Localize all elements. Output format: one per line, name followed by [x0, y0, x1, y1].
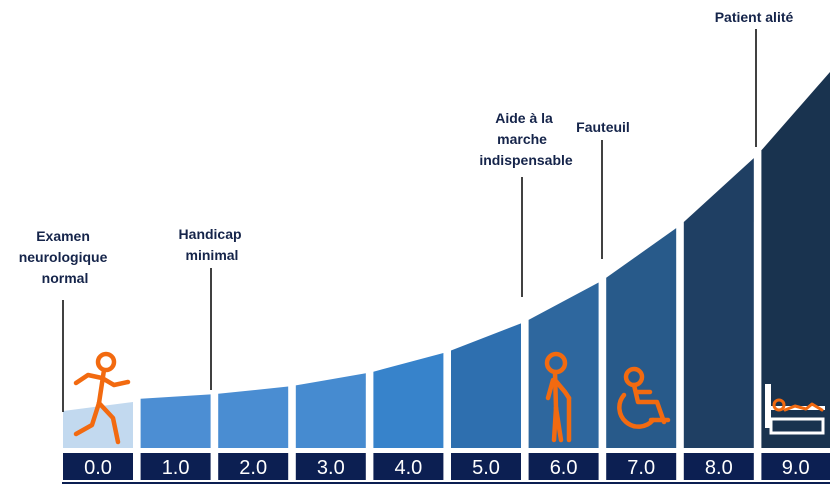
scale-number-box-1: [140, 453, 211, 480]
scale-number-8: 8.0: [705, 457, 733, 479]
annotation-aide: Aide à la marche indispensable: [479, 110, 573, 168]
scale-number-3: 3.0: [317, 457, 345, 479]
annotation-handicap: Handicap minimal: [179, 226, 246, 263]
annotation-examen: Examen neurologique normal: [19, 228, 112, 286]
scale-bars: [63, 72, 830, 448]
scale-number-box-6: [528, 453, 599, 480]
scale-number-5: 5.0: [472, 457, 500, 479]
scale-bar-3: [295, 373, 366, 448]
scale-bar-9: [761, 72, 830, 448]
scale-bar-8: [683, 158, 754, 448]
scale-number-box-3: [295, 453, 366, 480]
scale-bar-7: [606, 228, 677, 448]
scale-bar-2: [218, 386, 289, 448]
annotation-line: Examen: [36, 228, 90, 244]
annotation-line: indispensable: [479, 152, 573, 168]
scale-number-4: 4.0: [394, 457, 422, 479]
annotation-line: minimal: [186, 247, 239, 263]
scale-bar-4: [373, 353, 444, 448]
scale-number-box-0: [63, 453, 133, 480]
scale-number-1: 1.0: [162, 457, 190, 479]
scale-bar-5: [451, 323, 521, 448]
scale-number-box-8: [683, 453, 754, 480]
annotation-line: Handicap: [179, 226, 242, 242]
scale-number-2: 2.0: [239, 457, 267, 479]
annotation-alite: Patient alité: [715, 9, 794, 25]
scale-number-box-7: [606, 453, 677, 480]
annotation-fauteuil: Fauteuil: [576, 119, 630, 135]
annotation-line: neurologique: [19, 249, 108, 265]
annotation-line: Fauteuil: [576, 119, 630, 135]
scale-number-box-4: [373, 453, 444, 480]
annotation-line: Aide à la: [495, 110, 553, 126]
walking-person-icon: [73, 351, 131, 445]
annotation-line: Patient alité: [715, 9, 794, 25]
wheelchair-icon: [617, 366, 671, 429]
scale-number-box-5: [451, 453, 521, 480]
scale-number-box-9: [761, 453, 830, 480]
scale-bar-1: [140, 394, 211, 448]
scale-numbers: 0.0 1.0 2.0 3.0 4.0 5.0 6.0 7.0 8.0 9.0: [63, 453, 830, 480]
scale-number-7: 7.0: [627, 457, 655, 479]
scale-number-6: 6.0: [550, 457, 578, 479]
bedridden-patient-icon: [765, 384, 825, 435]
scale-number-9: 9.0: [782, 457, 810, 479]
annotation-line: normal: [42, 270, 89, 286]
scale-number-box-2: [218, 453, 289, 480]
leader-lines: [62, 29, 757, 412]
scale-number-0: 0.0: [84, 457, 112, 479]
person-with-cane-icon: [544, 351, 572, 443]
annotation-line: marche: [497, 131, 547, 147]
